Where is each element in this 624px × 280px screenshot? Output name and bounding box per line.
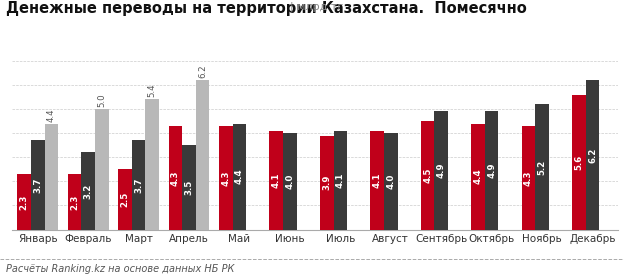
Text: 4.3: 4.3 — [171, 170, 180, 186]
Text: 4.4: 4.4 — [47, 108, 56, 122]
Text: 4.3: 4.3 — [524, 170, 533, 186]
Bar — [118, 169, 132, 230]
Bar — [522, 126, 535, 230]
Bar — [44, 123, 58, 230]
Text: 4.0: 4.0 — [285, 174, 295, 189]
Text: 3.7: 3.7 — [33, 177, 42, 193]
Text: 6.2: 6.2 — [588, 147, 597, 163]
Bar — [17, 174, 31, 230]
Bar — [384, 133, 397, 230]
Text: 2.3: 2.3 — [19, 194, 29, 209]
Bar — [421, 121, 434, 230]
Bar — [145, 99, 159, 230]
Text: 5.4: 5.4 — [148, 84, 157, 97]
Bar — [168, 126, 182, 230]
Text: 3.7: 3.7 — [134, 177, 143, 193]
Text: 4.9: 4.9 — [487, 163, 496, 178]
Bar — [485, 111, 499, 230]
Text: 4.0: 4.0 — [386, 174, 395, 189]
Bar — [219, 126, 233, 230]
Text: 4.1: 4.1 — [272, 172, 281, 188]
Bar — [535, 104, 549, 230]
Bar — [334, 131, 347, 230]
Text: Расчёты Ranking.kz на основе данных НБ РК: Расчёты Ranking.kz на основе данных НБ Р… — [6, 264, 235, 274]
Text: 4.4: 4.4 — [474, 169, 482, 184]
Bar — [182, 145, 196, 230]
Bar — [320, 136, 334, 230]
Text: 4.4: 4.4 — [235, 169, 244, 184]
Text: 4.1: 4.1 — [336, 172, 345, 188]
Text: 3.2: 3.2 — [84, 183, 92, 199]
Text: 2.3: 2.3 — [70, 194, 79, 209]
Text: Денежные переводы на территории Казахстана.  Помесячно: Денежные переводы на территории Казахста… — [6, 1, 527, 17]
Bar — [68, 174, 81, 230]
Text: 4.3: 4.3 — [222, 170, 230, 186]
Bar — [233, 123, 246, 230]
Bar — [31, 140, 44, 230]
Bar — [196, 80, 210, 230]
Text: 4.9: 4.9 — [437, 163, 446, 178]
Text: | млрд тг: | млрд тг — [283, 1, 343, 12]
Bar — [371, 131, 384, 230]
Text: 2.5: 2.5 — [120, 192, 129, 207]
Text: 5.6: 5.6 — [575, 155, 583, 170]
Bar — [283, 133, 296, 230]
Bar — [270, 131, 283, 230]
Text: 4.1: 4.1 — [373, 172, 382, 188]
Bar — [572, 95, 586, 230]
Text: 3.5: 3.5 — [185, 180, 193, 195]
Bar — [95, 109, 109, 230]
Text: 5.2: 5.2 — [538, 159, 547, 174]
Bar — [81, 152, 95, 230]
Bar — [132, 140, 145, 230]
Bar — [471, 123, 485, 230]
Text: 4.5: 4.5 — [423, 168, 432, 183]
Text: 3.9: 3.9 — [322, 175, 331, 190]
Bar — [434, 111, 448, 230]
Text: 5.0: 5.0 — [97, 94, 106, 107]
Text: 6.2: 6.2 — [198, 65, 207, 78]
Bar — [586, 80, 599, 230]
